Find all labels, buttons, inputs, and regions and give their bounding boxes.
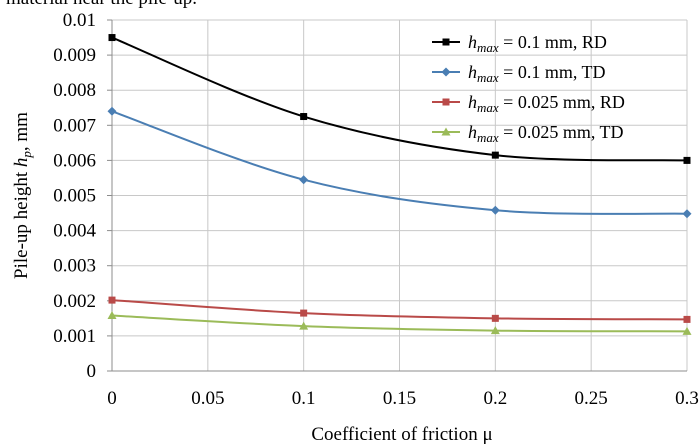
data-point xyxy=(107,311,117,320)
caption-fragment: material near the pile-up. xyxy=(6,0,197,9)
series-line xyxy=(111,299,688,321)
x-tick-label: 0.3 xyxy=(675,388,699,409)
series-4 xyxy=(107,311,692,335)
legend: hmax = 0.1 mm, RD hmax = 0.1 mm, TD hmax =… xyxy=(432,32,625,145)
legend-marker xyxy=(441,127,451,136)
data-point xyxy=(683,156,691,164)
legend-label: hmax = 0.1 mm, TD xyxy=(468,62,606,85)
series-1 xyxy=(108,34,691,164)
data-point xyxy=(490,326,500,335)
data-point xyxy=(683,315,691,323)
y-tick-label: 0.01 xyxy=(63,10,96,31)
data-point xyxy=(299,321,309,330)
y-axis-title-suffix: , mm xyxy=(11,112,32,151)
legend-label: hmax = 0.025 mm, RD xyxy=(468,92,625,115)
y-axis-title-subscript: p xyxy=(19,151,34,159)
x-tick-label: 0.05 xyxy=(191,388,224,409)
y-tick-label: 0.007 xyxy=(53,115,96,136)
legend-entry: hmax = 0.1 mm, TD xyxy=(432,62,606,85)
y-axis-title-prefix: Pile-up height xyxy=(11,167,32,279)
data-point xyxy=(108,296,116,304)
legend-entry: hmax = 0.1 mm, RD xyxy=(432,32,607,55)
data-point xyxy=(300,309,308,317)
data-point xyxy=(300,113,308,121)
data-point xyxy=(107,106,117,116)
y-tick-label: 0.008 xyxy=(53,80,96,101)
x-tick-label: 0.15 xyxy=(383,388,416,409)
legend-label: hmax = 0.025 mm, TD xyxy=(468,122,624,145)
y-axis-title-symbol: h xyxy=(11,158,32,168)
data-point xyxy=(490,205,500,215)
y-tick-label: 0 xyxy=(87,361,97,382)
x-axis-title: Coefficient of friction μ xyxy=(311,424,492,445)
legend-entry: hmax = 0.025 mm, TD xyxy=(432,122,624,145)
series-line xyxy=(111,314,688,333)
legend-marker xyxy=(441,67,451,77)
series-2 xyxy=(107,106,692,219)
x-tick-label: 0.25 xyxy=(575,388,608,409)
data-point xyxy=(108,34,116,42)
data-point xyxy=(682,209,692,219)
series-group xyxy=(107,34,692,335)
y-tick-label: 0.004 xyxy=(53,221,96,242)
legend-marker xyxy=(442,98,450,106)
x-tick-labels: 0 0.05 0.1 0.15 0.2 0.25 0.3 xyxy=(107,388,699,409)
data-point xyxy=(491,151,499,159)
y-axis-title: Pile-up height hp, mm xyxy=(11,112,34,279)
legend-entry: hmax = 0.025 mm, RD xyxy=(432,92,625,115)
x-tick-label: 0.2 xyxy=(483,388,507,409)
x-tick-label: 0.1 xyxy=(292,388,316,409)
data-point xyxy=(682,326,692,335)
data-point xyxy=(491,314,499,322)
series-line xyxy=(111,110,688,215)
y-tick-label: 0.003 xyxy=(53,256,96,277)
legend-label: hmax = 0.1 mm, RD xyxy=(468,32,607,55)
y-tick-label: 0.001 xyxy=(53,326,96,347)
y-tick-label: 0.006 xyxy=(53,150,96,171)
y-tick-label: 0.005 xyxy=(53,186,96,207)
series-3 xyxy=(108,296,691,323)
legend-marker xyxy=(442,38,450,46)
y-tick-label: 0.002 xyxy=(53,291,96,312)
x-tick-label: 0 xyxy=(107,388,117,409)
series-line xyxy=(111,36,688,162)
data-point xyxy=(299,175,309,185)
y-tick-label: 0.009 xyxy=(53,45,96,66)
y-tick-labels: 0 0.001 0.002 0.003 0.004 0.005 0.006 0.007 0.00… xyxy=(53,10,96,382)
